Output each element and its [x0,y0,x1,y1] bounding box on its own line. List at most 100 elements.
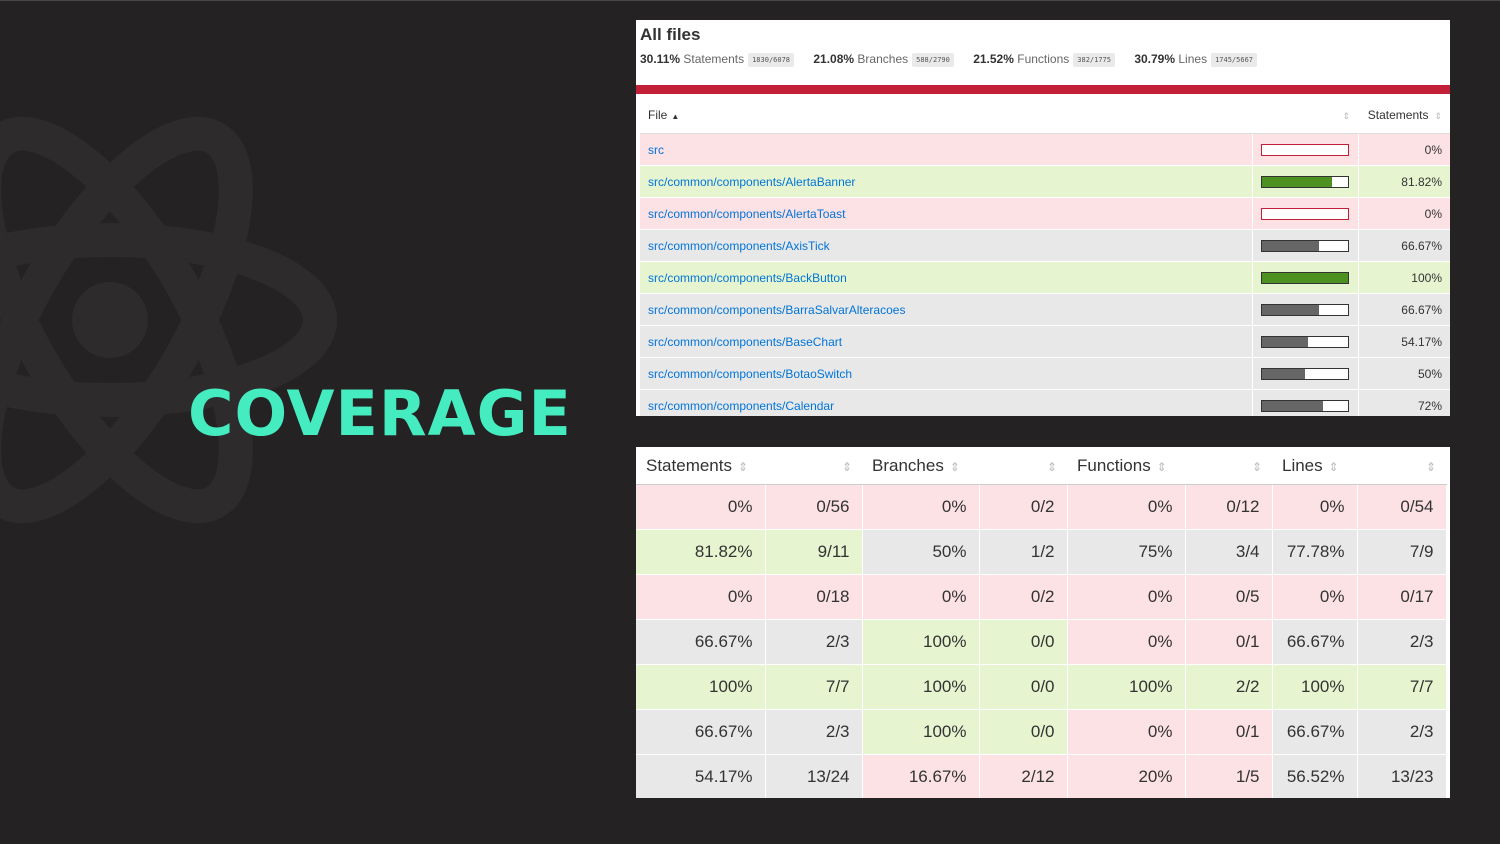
statements-pct: 81.82% [1358,165,1450,198]
file-link[interactable]: src/common/components/BaseChart [648,334,843,349]
file-cell: src/common/components/Calendar [640,389,1252,416]
file-link[interactable]: src/common/components/Calendar [648,398,835,413]
sort-icon: ⇕ [738,459,749,474]
coverage-bar-fill [1261,368,1305,379]
metric-fraction: 3/4 [1185,529,1273,575]
file-row: src/common/components/AlertaToast 0% [640,197,1450,230]
metric-fraction: 2/2 [1185,664,1273,710]
file-column-header[interactable]: File ▲ [640,97,1252,134]
metric-fraction: 0/0 [979,664,1068,710]
metric-header-branches[interactable]: Branches ⇕ [862,447,979,485]
statements-pct: 66.67% [1358,293,1450,326]
coverage-bar-cell [1251,357,1359,390]
metric-fraction: 0/17 [1357,574,1447,620]
metric-header-lines[interactable]: Lines ⇕ [1272,447,1357,485]
coverage-bar [1260,367,1349,380]
file-link[interactable]: src/common/components/AxisTick [648,238,830,253]
metric-fraction: 0/1 [1185,709,1273,755]
metric-fraction: 2/3 [765,709,863,755]
file-cell: src/common/components/BotaoSwitch [640,357,1252,390]
coverage-bar-fill [1261,304,1319,315]
metric-pct: 0% [1272,574,1358,620]
metric-row: 81.82% 9/11 50% 1/2 75% 3/4 77.78% 7/9 [636,529,1447,575]
metric-fraction: 1/2 [979,529,1068,575]
metric-pct: 0% [862,574,980,620]
metric-fraction: 0/54 [1357,484,1447,530]
metric-fraction: 0/56 [765,484,863,530]
metric-fraction: 0/0 [979,619,1068,665]
file-cell: src/common/components/BarraSalvarAlterac… [640,293,1252,326]
metric-fraction: 2/3 [1357,709,1447,755]
file-link[interactable]: src/common/components/BackButton [648,270,847,285]
coverage-bar [1260,271,1349,284]
metric-fraction: 0/0 [979,709,1068,755]
metric-fraction-header[interactable]: ⇕ [765,447,862,485]
metric-pct: 0% [1067,574,1186,620]
file-link[interactable]: src/common/components/BarraSalvarAlterac… [648,302,906,317]
metric-row: 66.67% 2/3 100% 0/0 0% 0/1 66.67% 2/3 [636,709,1447,755]
file-coverage-table: File ▲ ⇕ Statements ⇕ src 0% src/common/comp… [640,97,1450,416]
coverage-bar-cell [1251,325,1359,358]
metric-fraction-header[interactable]: ⇕ [1357,447,1446,485]
coverage-report-panel: All files 30.11% Statements 1830/6078 21.… [636,20,1450,416]
coverage-bar-cell [1251,229,1359,262]
file-link[interactable]: src/common/components/BotaoSwitch [648,366,853,381]
summary-lines: 30.79% Lines 1745/5667 [1134,52,1257,67]
report-title: All files [640,25,701,44]
metric-fraction: 2/3 [1357,619,1447,665]
sort-icon: ⇕ [1156,459,1167,474]
metric-pct: 100% [862,664,980,710]
metric-fraction: 1/5 [1185,754,1273,798]
file-row: src/common/components/BackButton 100% [640,261,1450,294]
file-link[interactable]: src/common/components/AlertaToast [648,206,846,221]
statements-pct: 0% [1358,197,1450,230]
metric-header-functions[interactable]: Functions ⇕ [1067,447,1185,485]
summary-functions: 21.52% Functions 382/1775 [973,52,1115,67]
metric-fraction: 0/5 [1185,574,1273,620]
metric-fraction: 2/12 [979,754,1068,798]
metric-pct: 0% [1272,484,1358,530]
metric-header-statements[interactable]: Statements ⇕ [636,447,765,485]
file-cell: src/common/components/BackButton [640,261,1252,294]
metric-pct: 0% [636,574,766,620]
file-cell: src/common/components/AlertaToast [640,197,1252,230]
sort-icon: ⇕ [1328,459,1339,474]
metric-pct: 50% [862,529,980,575]
statements-column-header[interactable]: Statements ⇕ [1358,97,1450,134]
metric-fraction-header[interactable]: ⇕ [1185,447,1272,485]
sort-icon: ⇕ [1434,111,1442,121]
metric-fraction-header[interactable]: ⇕ [979,447,1067,485]
file-cell: src [640,133,1252,166]
coverage-bar-fill [1261,176,1332,187]
summary-bar: 30.11% Statements 1830/6078 21.08% Branch… [640,52,1446,67]
file-row: src/common/components/BotaoSwitch 50% [640,357,1450,390]
file-row: src/common/components/Calendar 72% [640,389,1450,416]
file-row: src/common/components/BaseChart 54.17% [640,325,1450,358]
metric-pct: 0% [1067,484,1186,530]
coverage-bar [1260,303,1349,316]
metric-fraction: 7/7 [1357,664,1447,710]
statements-pct: 72% [1358,389,1450,416]
file-link[interactable]: src [648,142,664,157]
chart-column-header[interactable]: ⇕ [1252,97,1358,134]
summary-branches: 21.08% Branches 588/2790 [813,52,954,67]
coverage-bar [1260,239,1349,252]
metric-fraction: 2/3 [765,619,863,665]
metric-fraction: 13/24 [765,754,863,798]
file-link[interactable]: src/common/components/AlertaBanner [648,174,856,189]
metric-row: 54.17% 13/24 16.67% 2/12 20% 1/5 56.52% 13/23 [636,754,1447,798]
sort-ascending-icon: ▲ [671,112,680,121]
file-row: src/common/components/AxisTick 66.67% [640,229,1450,262]
statements-pct: 54.17% [1358,325,1450,358]
file-cell: src/common/components/BaseChart [640,325,1252,358]
statements-pct: 100% [1358,261,1450,294]
summary-statements: 30.11% Statements 1830/6078 [640,52,795,67]
metric-row: 0% 0/18 0% 0/2 0% 0/5 0% 0/17 [636,574,1447,620]
coverage-bar-fill [1261,240,1319,251]
coverage-status-bar [636,85,1450,94]
metric-pct: 75% [1067,529,1186,575]
statements-pct: 66.67% [1358,229,1450,262]
sort-icon: ⇕ [1046,459,1057,474]
metric-fraction: 0/2 [979,574,1068,620]
metric-row: 100% 7/7 100% 0/0 100% 2/2 100% 7/7 [636,664,1447,710]
